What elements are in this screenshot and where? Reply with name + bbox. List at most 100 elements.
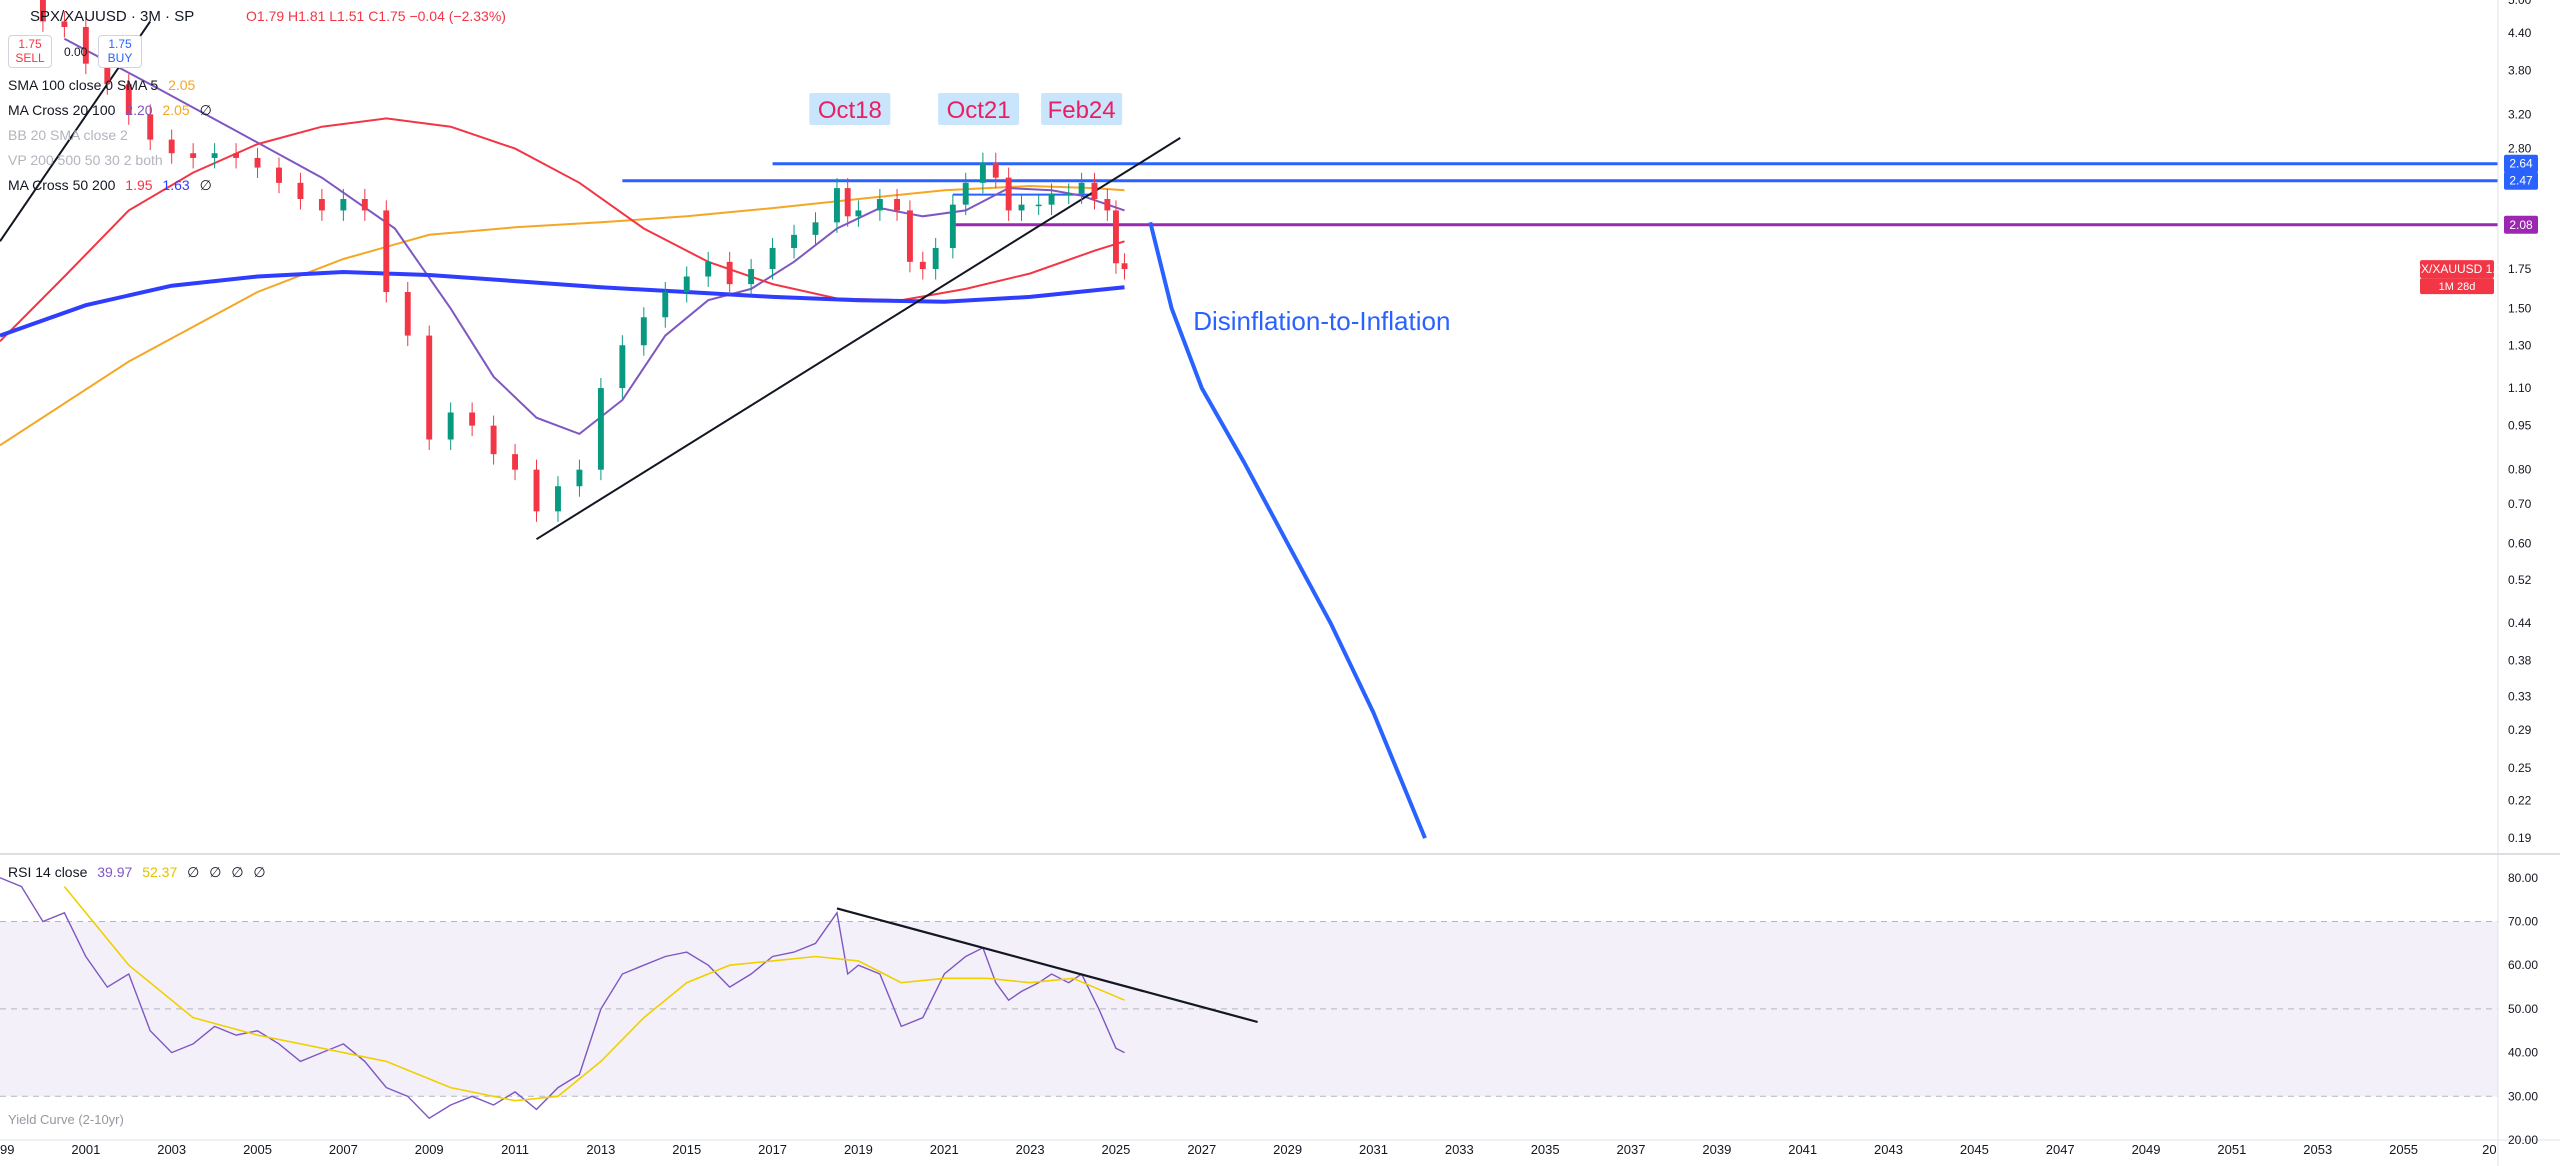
projection-curve xyxy=(1148,221,1427,839)
rsi-trendline xyxy=(836,907,1258,1024)
indicator-name: MA Cross 20 100 xyxy=(8,102,116,118)
candle-body xyxy=(39,0,46,22)
candle-body xyxy=(906,210,913,262)
y-tick-label: 0.19 xyxy=(2508,831,2532,845)
y-tick-label: 1.10 xyxy=(2508,381,2532,395)
indicator-vp[interactable]: VP 200 500 50 30 2 both xyxy=(8,152,169,168)
candle-body xyxy=(276,167,282,183)
x-tick-label: 2019 xyxy=(844,1142,873,1157)
indicator-sma100[interactable]: SMA 100 close 0 SMA 5 2.05 xyxy=(8,77,201,93)
x-tick-label: 2025 xyxy=(1101,1142,1130,1157)
candle-body xyxy=(683,276,690,293)
price-tag xyxy=(2504,154,2538,173)
y-tick-label: 0.25 xyxy=(2508,761,2532,775)
x-tick-label: 2033 xyxy=(1445,1142,1474,1157)
y-tick-label: 0.29 xyxy=(2508,723,2532,737)
ma-line-2 xyxy=(0,117,1125,343)
x-tick-label: 2053 xyxy=(2303,1142,2332,1157)
buy-button[interactable]: 1.75 BUY xyxy=(98,35,142,68)
yield-curve-legend[interactable]: Yield Curve (2-10yr) xyxy=(8,1112,124,1127)
candle-body xyxy=(844,188,851,217)
candle-body xyxy=(791,234,797,248)
candle-body xyxy=(318,199,325,211)
price-tag xyxy=(2504,171,2538,190)
candle-body xyxy=(894,199,900,211)
candles xyxy=(39,0,1128,522)
candle-body xyxy=(340,199,347,211)
candle-body xyxy=(1078,182,1085,194)
rsi-extra: ∅ xyxy=(209,864,222,880)
price-axis-bg xyxy=(2498,0,2560,1166)
rsi-extra: ∅ xyxy=(253,864,266,880)
x-tick-label: 2001 xyxy=(71,1142,100,1157)
candle-body xyxy=(1112,210,1119,264)
candle-body xyxy=(1121,263,1128,270)
candle-body xyxy=(1018,204,1025,211)
symbol-title[interactable]: SPX/XAUUSD · 3M · SP xyxy=(30,8,195,25)
sell-label: SELL xyxy=(15,51,45,65)
spread-value: 0.00 xyxy=(64,45,88,59)
x-tick-label: 2017 xyxy=(758,1142,787,1157)
candle-body xyxy=(705,261,712,277)
y-tick-label: 0.44 xyxy=(2508,616,2532,630)
indicator-name: SMA 100 close 0 SMA 5 xyxy=(8,77,159,93)
y-tick-label: 5.00 xyxy=(2508,0,2532,7)
x-tick-label: 2041 xyxy=(1788,1142,1817,1157)
ma-line-0 xyxy=(0,184,1125,447)
sell-button[interactable]: 1.75 SELL xyxy=(8,35,52,68)
candle-body xyxy=(619,345,626,389)
indicator-value: ∅ xyxy=(199,102,212,118)
candle-body xyxy=(949,204,956,248)
candle-body xyxy=(1104,199,1111,211)
candle-body xyxy=(190,153,197,158)
candle-body xyxy=(147,114,154,140)
price-tag-text: 1M 28d xyxy=(2439,281,2476,293)
y-tick-label: 0.33 xyxy=(2508,690,2532,704)
indicator-ma-cross-50-200[interactable]: MA Cross 50 200 1.95 1.63 ∅ xyxy=(8,177,218,194)
indicator-value: 1.63 xyxy=(162,177,190,193)
x-tick-label: 2023 xyxy=(1016,1142,1045,1157)
candle-body xyxy=(533,469,540,512)
x-tick-label: 2037 xyxy=(1617,1142,1646,1157)
candle-body xyxy=(597,388,604,470)
y-tick-label: 1.75 xyxy=(2508,262,2532,276)
x-tick-label: 2055 xyxy=(2389,1142,2418,1157)
price-tag-text: 2.64 xyxy=(2509,157,2533,171)
annotation-text: Oct18 xyxy=(818,97,882,124)
annotation-box xyxy=(938,93,1020,125)
ma-line-1 xyxy=(63,37,1125,436)
candle-body xyxy=(932,247,939,270)
rsi-ma-value: 52.37 xyxy=(142,864,178,880)
sell-price: 1.75 xyxy=(18,37,42,51)
candle-body xyxy=(297,182,304,200)
y-tick-label: 0.95 xyxy=(2508,419,2532,433)
candle-body xyxy=(979,162,986,183)
ohlc-readout: O1.79 H1.81 L1.51 C1.75 −0.04 (−2.33%) xyxy=(246,8,506,24)
indicator-bb[interactable]: BB 20 SMA close 2 xyxy=(8,127,134,143)
candle-body xyxy=(104,63,111,85)
buy-label: BUY xyxy=(107,51,133,65)
x-tick-label: 2039 xyxy=(1702,1142,1731,1157)
candle-body xyxy=(233,153,240,158)
y-tick-label: 0.38 xyxy=(2508,653,2532,667)
x-tick-label: 2003 xyxy=(157,1142,186,1157)
price-tag-text: SPX/XAUUSD 1.75 xyxy=(2405,262,2509,276)
x-tick-label: 2029 xyxy=(1273,1142,1302,1157)
rsi-legend[interactable]: RSI 14 close 39.97 52.37 ∅ ∅ ∅ ∅ xyxy=(8,864,272,881)
price-tags: 2.64 2.47 2.08 SPX/XAUUSD 1.75 1M 28d xyxy=(2405,154,2538,295)
candle-body xyxy=(125,84,132,115)
indicator-ma-cross-20-100[interactable]: MA Cross 20 100 2.20 2.05 ∅ xyxy=(8,102,218,119)
y-tick-label: 0.60 xyxy=(2508,536,2532,550)
candle-body xyxy=(361,199,368,211)
main-lines: Disinflation-to-Inflation Oct18 Oct21 Feb24 xyxy=(0,20,2498,839)
candle-body xyxy=(555,486,561,512)
projection-label: Disinflation-to-Inflation xyxy=(1193,306,1450,336)
candle-body xyxy=(640,317,647,346)
indicator-value: 1.95 xyxy=(125,177,153,193)
x-tick-label: 2007 xyxy=(329,1142,358,1157)
candle-body xyxy=(834,188,840,223)
y-tick-label: 0.52 xyxy=(2508,573,2532,587)
